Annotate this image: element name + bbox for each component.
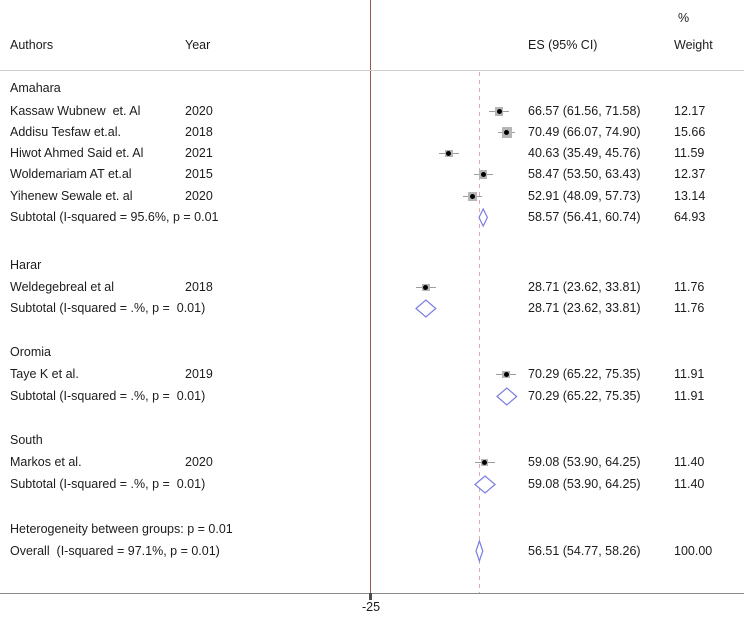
study-author: Kassaw Wubnew et. Al — [10, 104, 141, 118]
point-estimate-marker — [480, 172, 486, 177]
subtotal-diamond-shape — [414, 298, 437, 318]
subtotal-diamond — [478, 207, 489, 227]
column-header-weight: Weight — [674, 38, 713, 52]
es-ci-value: 66.57 (61.56, 71.58) — [528, 104, 641, 118]
column-header-weight-percent-sign: % — [678, 11, 690, 25]
x-axis-tick — [369, 593, 372, 600]
es-ci-value: 58.57 (56.41, 60.74) — [528, 210, 641, 224]
es-ci-value: 40.63 (35.49, 45.76) — [528, 146, 641, 160]
subtotal-diamond-shape — [478, 207, 489, 227]
es-ci-value: 28.71 (23.62, 33.81) — [528, 280, 641, 294]
es-ci-value: 56.51 (54.77, 58.26) — [528, 544, 641, 558]
es-ci-value: 70.29 (65.22, 75.35) — [528, 367, 641, 381]
study-year: 2015 — [185, 167, 213, 181]
weight-value: 12.17 — [674, 104, 706, 118]
point-estimate-marker — [470, 194, 476, 199]
es-ci-value: 59.08 (53.90, 64.25) — [528, 455, 641, 469]
es-ci-value: 59.08 (53.90, 64.25) — [528, 477, 641, 491]
weight-value: 12.37 — [674, 167, 706, 181]
study-author: Weldegebreal et al — [10, 280, 115, 294]
weight-value: 15.66 — [674, 125, 706, 139]
weight-value: 11.76 — [674, 280, 705, 294]
x-axis-tick-label: -25 — [361, 600, 381, 614]
subtotal-label: Subtotal (I-squared = .%, p = 0.01) — [10, 301, 206, 315]
x-axis-line — [0, 593, 744, 594]
point-estimate-marker — [496, 109, 502, 114]
weight-value: 11.91 — [674, 367, 705, 381]
study-year: 2020 — [185, 455, 213, 469]
group-label: Oromia — [10, 345, 51, 359]
weight-value: 13.14 — [674, 189, 706, 203]
group-label: South — [10, 433, 43, 447]
point-estimate-marker — [504, 130, 510, 135]
es-ci-value: 52.91 (48.09, 57.73) — [528, 189, 641, 203]
point-estimate-marker — [482, 460, 488, 465]
subtotal-diamond — [414, 298, 437, 318]
point-estimate-marker — [423, 285, 429, 290]
study-year: 2021 — [185, 146, 213, 160]
study-year: 2018 — [185, 280, 213, 294]
study-author: Addisu Tesfaw et.al. — [10, 125, 121, 139]
study-author: Yihenew Sewale et. al — [10, 189, 133, 203]
weight-value: 11.91 — [674, 389, 705, 403]
overall-diamond — [475, 539, 484, 563]
study-author: Woldemariam AT et.al — [10, 167, 132, 181]
column-header-es-ci: ES (95% CI) — [528, 38, 598, 52]
zero-reference-line — [369, 0, 371, 593]
weight-value: 64.93 — [674, 210, 706, 224]
study-author: Hiwot Ahmed Said et. Al — [10, 146, 144, 160]
subtotal-label: Subtotal (I-squared = 95.6%, p = 0.01 — [10, 210, 219, 224]
group-label: Harar — [10, 258, 42, 272]
column-header-year: Year — [185, 38, 211, 52]
weight-value: 11.40 — [674, 477, 705, 491]
study-year: 2018 — [185, 125, 213, 139]
weight-value: 11.40 — [674, 455, 705, 469]
group-label: Amahara — [10, 81, 61, 95]
header-separator — [0, 70, 744, 71]
column-header-authors: Authors — [10, 38, 54, 52]
overall-label: Overall (I-squared = 97.1%, p = 0.01) — [10, 544, 220, 558]
subtotal-label: Subtotal (I-squared = .%, p = 0.01) — [10, 477, 206, 491]
weight-value: 11.59 — [674, 146, 705, 160]
subtotal-diamond — [473, 474, 496, 494]
study-year: 2019 — [185, 367, 213, 381]
subtotal-diamond-shape — [495, 386, 518, 406]
subtotal-diamond — [495, 386, 518, 406]
es-ci-value: 70.49 (66.07, 74.90) — [528, 125, 641, 139]
es-ci-value: 28.71 (23.62, 33.81) — [528, 301, 641, 315]
study-year: 2020 — [185, 104, 213, 118]
study-year: 2020 — [185, 189, 213, 203]
subtotal-diamond-shape — [473, 474, 496, 494]
study-author: Taye K et al. — [10, 367, 79, 381]
weight-value: 11.76 — [674, 301, 705, 315]
weight-value: 100.00 — [674, 544, 713, 558]
overall-estimate-dashed-line — [479, 72, 480, 593]
es-ci-value: 58.47 (53.50, 63.43) — [528, 167, 641, 181]
es-ci-value: 70.29 (65.22, 75.35) — [528, 389, 641, 403]
subtotal-label: Subtotal (I-squared = .%, p = 0.01) — [10, 389, 206, 403]
point-estimate-marker — [503, 372, 509, 377]
point-estimate-marker — [446, 151, 452, 156]
heterogeneity-note: Heterogeneity between groups: p = 0.01 — [10, 522, 233, 536]
overall-diamond-shape — [475, 539, 484, 563]
study-author: Markos et al. — [10, 455, 82, 469]
